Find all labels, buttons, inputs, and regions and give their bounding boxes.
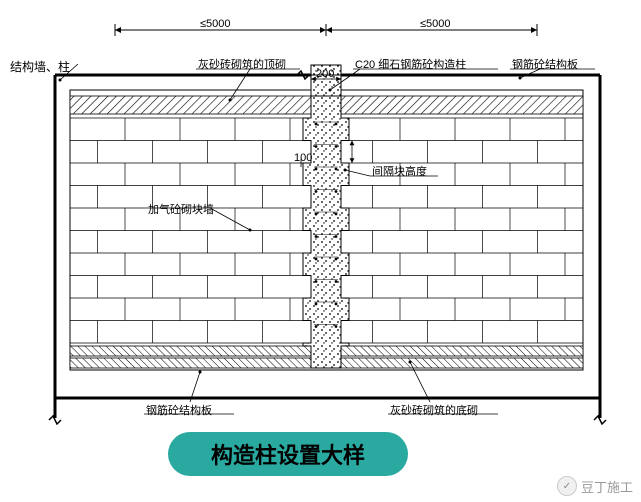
- dim-offset: 100: [294, 152, 312, 164]
- label-top-course: 灰砂砖砌筑的顶砌: [198, 56, 286, 72]
- dim-span-left: ≤5000: [200, 18, 231, 30]
- wechat-icon: ✓: [557, 476, 577, 496]
- label-aac-block: 加气砼砌块墙: [148, 201, 214, 217]
- label-tie-column: C20 细石钢筋砼构造柱: [355, 56, 466, 72]
- label-structural-wall: 结构墙、柱: [10, 58, 70, 75]
- dim-span-right: ≤5000: [420, 18, 451, 30]
- label-rc-slab-top: 钢筋砼结构板: [512, 56, 578, 72]
- label-bottom-course: 灰砂砖砌筑的底砌: [390, 402, 478, 418]
- label-rc-slab-bottom: 钢筋砼结构板: [146, 402, 212, 418]
- title-badge: 构造柱设置大样: [168, 432, 408, 476]
- source-text: 豆丁施工: [581, 477, 633, 496]
- dim-col-width: 200: [316, 68, 334, 80]
- label-spacer-height: 间隔块高度: [372, 163, 427, 179]
- source-footer: ✓ 豆丁施工: [557, 476, 633, 496]
